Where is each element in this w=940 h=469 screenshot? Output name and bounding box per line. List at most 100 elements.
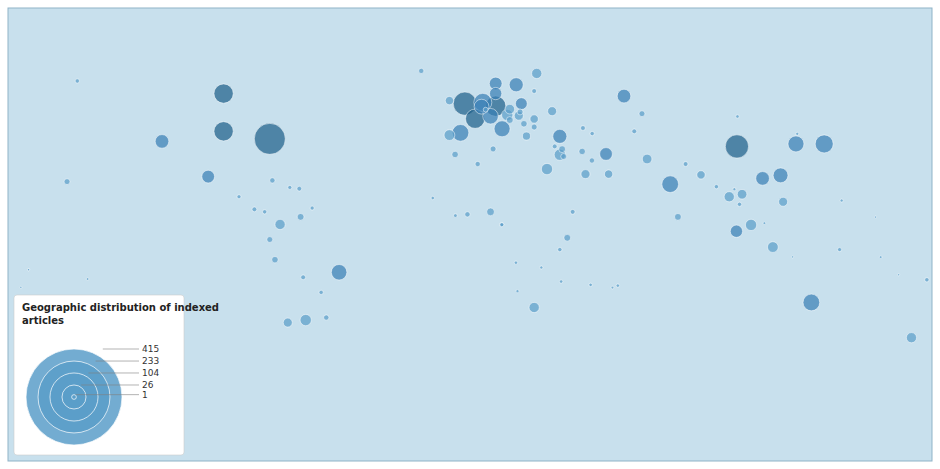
plot-frame [8, 8, 932, 461]
bubble [767, 242, 778, 253]
bubble [697, 171, 705, 179]
legend: Geographic distribution of indexedarticl… [14, 295, 219, 455]
bubble [252, 207, 257, 212]
bubble [452, 124, 469, 141]
legend-label: 1 [142, 390, 148, 400]
bubble [553, 129, 567, 143]
bubble [27, 269, 29, 271]
bubble [301, 275, 306, 280]
bubble [506, 117, 513, 124]
bubble [310, 206, 314, 210]
bubble [611, 286, 614, 289]
bubble [617, 89, 631, 103]
legend-label: 26 [142, 380, 154, 390]
legend-leader [96, 361, 139, 362]
legend-circle [26, 349, 122, 445]
bubble [559, 146, 566, 153]
bubble [803, 294, 820, 311]
bubble [288, 185, 292, 189]
bubble [530, 115, 538, 123]
bubble [898, 274, 900, 276]
bubble [773, 168, 788, 183]
bubble [874, 216, 876, 218]
bubble [714, 185, 718, 189]
bubble [214, 84, 233, 103]
bubble [514, 261, 517, 264]
bubble [452, 151, 458, 157]
bubble [431, 196, 434, 199]
bubble [522, 132, 530, 140]
bubble [779, 197, 788, 206]
legend-background [14, 295, 184, 455]
bubble [674, 213, 681, 220]
legend-circle [62, 385, 86, 409]
bubble [589, 283, 592, 286]
bubble [683, 162, 688, 167]
bubble [505, 104, 515, 114]
bubble [879, 256, 882, 259]
bubble [564, 234, 571, 241]
bubble [483, 107, 488, 112]
bubble [541, 163, 552, 174]
legend-circle [72, 395, 77, 400]
bubble [788, 136, 804, 152]
bubble [792, 256, 794, 258]
legend-circle [50, 373, 98, 421]
bubble [725, 135, 748, 158]
bubble [639, 111, 645, 117]
bubble [737, 202, 741, 206]
bubble [500, 223, 504, 227]
bubble [267, 237, 273, 243]
bubble [237, 195, 241, 199]
bubble [724, 192, 734, 202]
bubble [600, 148, 613, 161]
bubble [838, 248, 842, 252]
bubble [254, 123, 285, 154]
bubble [733, 188, 736, 191]
bubble [558, 247, 562, 251]
bubble [494, 121, 510, 137]
bubble [465, 212, 470, 217]
bubble [445, 96, 453, 104]
bubble [297, 213, 304, 220]
bubble [474, 99, 489, 114]
bubble [263, 210, 267, 214]
bubble [737, 189, 747, 199]
bubble [559, 280, 562, 283]
bubble [590, 131, 594, 135]
bubble [763, 222, 766, 225]
bubble [319, 290, 323, 294]
bubble [324, 315, 329, 320]
bubble [444, 130, 455, 141]
legend-label: 104 [142, 368, 159, 378]
bubble [500, 223, 504, 227]
bubble [300, 314, 311, 325]
bubble [214, 122, 233, 141]
bubble [552, 144, 557, 149]
legend-leader [103, 349, 139, 350]
bubble [736, 115, 739, 118]
bubble [589, 158, 594, 163]
bubble [487, 208, 495, 216]
legend-label: 233 [142, 356, 159, 366]
bubble [515, 98, 527, 110]
bubble [202, 170, 215, 183]
bubble [521, 121, 527, 127]
bubble [579, 148, 585, 154]
bubble [570, 209, 575, 214]
bubble [540, 266, 543, 269]
bubble [283, 318, 292, 327]
bubble [581, 126, 586, 131]
bubble [155, 135, 169, 149]
bubble [64, 179, 70, 185]
bubble [730, 225, 742, 237]
bubble [509, 78, 523, 92]
bubble [604, 170, 612, 178]
bubble [490, 146, 496, 152]
bubble [815, 135, 833, 153]
bubble [490, 87, 502, 99]
bubble [331, 264, 347, 280]
legend-circle [38, 361, 110, 433]
chart: Geographic distribution of indexedarticl… [0, 0, 940, 469]
bubble [275, 219, 285, 229]
